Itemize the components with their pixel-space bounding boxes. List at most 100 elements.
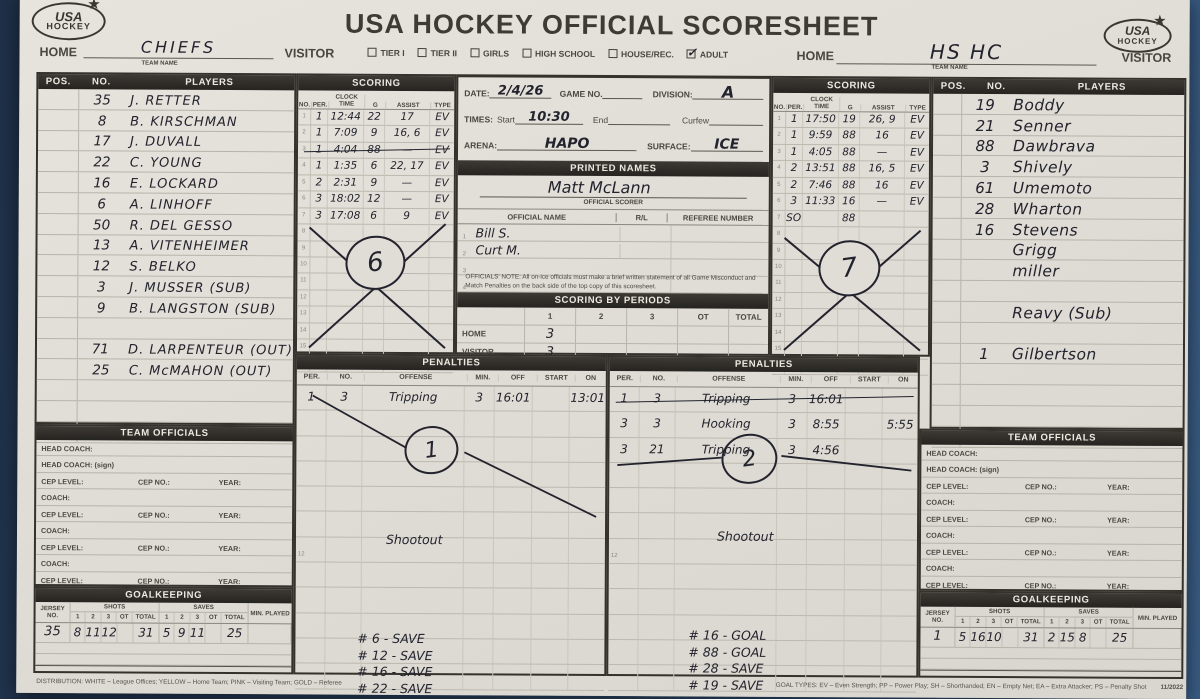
goal-scorer [363,291,384,307]
player-name: Dawbrava [1008,139,1184,157]
checkbox-box[interactable] [687,49,696,58]
penalty-row [609,539,917,566]
goal-type [904,244,928,260]
coach-row: COACH: [36,555,292,573]
goal-row: 2 1 7:09 9 16, 6 EV [298,126,454,143]
subcol-header: 1 [1045,617,1060,627]
goal-scorer: 12 [364,192,385,208]
penalty-start-time [845,540,882,564]
pos-cell [932,302,961,322]
visitor-scoring-panel: SCORING NO. PER. CLOCK TIME G ASSIST TYP… [770,76,931,357]
shots-cell: 16 [970,628,986,647]
penalty-player [326,487,362,511]
goal-row: 2 1 9:59 88 16 EV [773,128,929,145]
roster-row: 17 J. DUVALL [38,131,294,153]
team-name-caption: TEAM NAME [141,61,177,67]
goal-type [429,258,453,274]
pos-cell [933,219,962,239]
penalty-period: 3 [609,438,639,462]
players-column-header: PLAYERS [1019,79,1184,95]
penalty-off-time [807,590,845,614]
penalty-row [295,638,604,665]
checkbox-box[interactable] [470,48,479,57]
usa-hockey-logo-left: ★ USA HOCKEY [32,2,106,40]
penalty-on-time [569,437,605,461]
goal-row: 5 2 2:31 9 — EV [298,175,454,192]
logo-usa-text: USA [1125,26,1150,37]
goal-assists [384,307,429,323]
jersey-number: 16 [79,175,125,192]
home-label-right: HOME [796,49,834,63]
saves-cell [1091,629,1107,648]
goal-period: 3 [311,208,328,224]
shots-cell: 8 [70,623,85,642]
roster-row [37,401,293,423]
checkbox-item[interactable]: TIER II [418,48,458,58]
cep-row: CEP LEVEL:CEP NO.:YEAR: [921,510,1182,528]
penalty-start-time [845,515,882,539]
visitor-roster-panel: POS. NO. PLAYERS 19 Boddy 21 Senner [930,77,1187,430]
date-value: 2/4/26 [490,85,552,98]
checkbox-item[interactable]: HIGH SCHOOL [522,49,595,59]
checkbox-box[interactable] [418,48,427,57]
roster-row [932,406,1183,428]
period-3-header: 3 [626,308,677,325]
penalty-off-time [494,513,532,537]
goal-assists [860,211,905,227]
jersey-number: 13 [78,238,124,255]
penalty-start-time [844,616,881,640]
saves-cell: 25 [222,624,248,643]
checkbox-item[interactable]: HOUSE/REC. [608,49,674,59]
goal-period [310,323,327,339]
pos-cell [933,156,962,176]
shots-cell: 31 [133,624,158,643]
penalty-off-time [493,665,531,689]
goal-type: EV [430,110,454,126]
goalie-min-played [248,624,291,643]
goal-row: 11 [297,274,453,291]
penalty-period [609,514,639,538]
jersey-number: 88 [962,138,1008,155]
goal-type [429,291,453,307]
surface-value: ICE [691,138,764,151]
checkbox-box[interactable] [608,49,617,58]
date-row: DATE: 2/4/26 GAME NO. DIVISION: A [464,85,763,100]
penalty-offense [675,564,777,589]
penalty-row [609,589,917,616]
checkbox-item[interactable]: GIRLS [470,48,509,58]
pos-cell [37,235,78,255]
goal-period [310,257,327,273]
goal-assists [859,326,904,342]
checkbox-box[interactable] [522,49,531,58]
player-name: D. LARPENTEUR (OUT) [123,342,293,360]
subcol-header: OT [1090,618,1106,628]
goal-assists: 16 [860,178,905,194]
penalty-period [295,613,325,637]
visitor-team-field: HS HC [836,39,1096,65]
goal-row: 3 1 4:04 88 — EV [298,142,454,159]
goal-period [310,241,327,257]
penalty-start-time [845,591,882,615]
penalty-minutes [464,437,494,461]
checkbox-label: GIRLS [483,48,509,58]
pos-column-header: POS. [933,79,973,94]
penalty-minutes [464,563,494,587]
pos-cell [933,177,962,197]
goal-time [803,211,839,227]
goal-assists [384,291,429,307]
penalty-period [609,564,639,588]
penalty-on-time [569,488,605,512]
penalty-start-time [845,464,882,488]
penalty-off-time [807,489,845,513]
checkbox-box[interactable] [368,48,377,57]
row-number: 13 [297,307,310,323]
checkbox-item[interactable]: TIER I [367,48,404,58]
penalty-period: 1 [297,385,327,409]
penalty-period [296,512,326,536]
checkbox-item[interactable]: ADULT [687,49,728,59]
goal-scorer: 16 [839,194,860,210]
penalty-off-time: 16:01 [495,386,533,410]
subcol-header: 1 [71,612,86,622]
start-value: 10:30 [515,112,583,125]
goalie-jersey: 1 [920,628,955,647]
